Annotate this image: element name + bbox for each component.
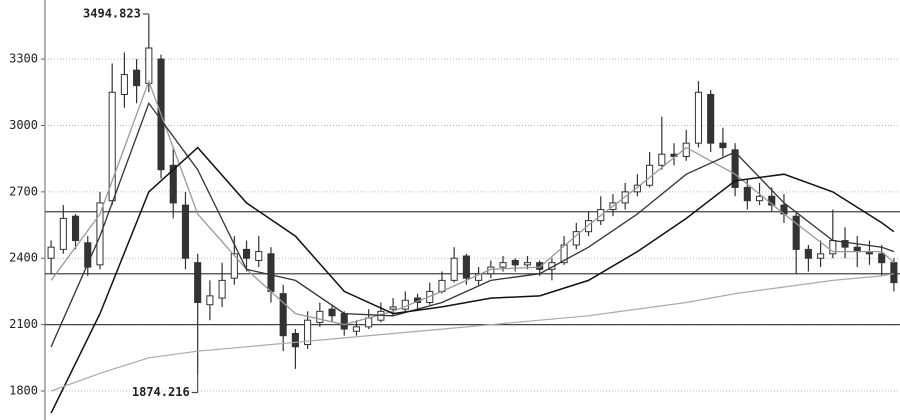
candle-body xyxy=(365,317,373,328)
candle-body xyxy=(768,195,776,206)
candle-body xyxy=(169,164,177,204)
candle-body xyxy=(304,319,312,346)
candle-body xyxy=(255,251,263,261)
candle-body xyxy=(731,149,739,188)
candle-body xyxy=(560,244,568,264)
candle-body xyxy=(194,262,202,303)
candle-body xyxy=(279,293,287,337)
candle-body xyxy=(120,74,128,95)
candle-body xyxy=(59,217,67,250)
y-tick-label: 3300 xyxy=(9,52,38,66)
annotation-label: 1874.216 xyxy=(132,385,190,399)
y-tick-label: 3000 xyxy=(9,118,38,132)
candle-body xyxy=(694,91,703,144)
candle-body xyxy=(890,262,898,284)
annotation-label: 3494.823 xyxy=(83,7,141,21)
candle-body xyxy=(340,313,348,330)
candle-body xyxy=(878,253,886,264)
candle-body xyxy=(133,69,141,87)
candle-body xyxy=(462,255,470,279)
candle-body xyxy=(145,47,153,84)
candle-body xyxy=(523,262,532,266)
candle-body xyxy=(817,253,825,259)
candle-body xyxy=(47,246,55,259)
candle-body xyxy=(352,326,361,332)
candle-body xyxy=(584,220,593,233)
candle-body xyxy=(475,273,483,281)
y-tick-label: 1800 xyxy=(9,384,38,398)
candle-body xyxy=(96,202,104,266)
candle-body xyxy=(328,308,336,317)
candle-body xyxy=(316,310,324,323)
candle-body xyxy=(389,306,397,310)
moving-average-line xyxy=(50,101,895,348)
candle-body xyxy=(230,253,238,279)
candle-body xyxy=(84,242,92,268)
moving-average-line xyxy=(50,146,895,414)
candle-body xyxy=(181,204,190,259)
y-tick-label: 2700 xyxy=(9,184,38,198)
candle-body xyxy=(743,186,751,202)
moving-average-line xyxy=(50,273,895,392)
candle-body xyxy=(841,240,849,248)
candle-body xyxy=(792,215,800,250)
candle-body xyxy=(450,257,458,281)
candle-body xyxy=(267,253,275,292)
candle-body xyxy=(511,259,519,266)
candle-body xyxy=(658,153,666,166)
candle-body xyxy=(853,246,861,253)
candle-body xyxy=(108,91,116,202)
y-tick-label: 2100 xyxy=(9,317,38,331)
candle-body xyxy=(242,248,251,259)
candle-body xyxy=(755,195,764,202)
candle-body xyxy=(633,184,641,193)
candle-body xyxy=(804,248,812,259)
moving-average-line xyxy=(50,79,895,326)
candle-body xyxy=(499,262,507,268)
candle-body xyxy=(707,93,715,144)
candle-body xyxy=(71,215,80,242)
candle-body xyxy=(291,332,299,348)
candle-body xyxy=(719,142,727,149)
y-tick-label: 2400 xyxy=(9,251,38,265)
candle-body xyxy=(206,295,214,306)
candle-body xyxy=(536,262,544,270)
candle-body xyxy=(218,279,226,299)
